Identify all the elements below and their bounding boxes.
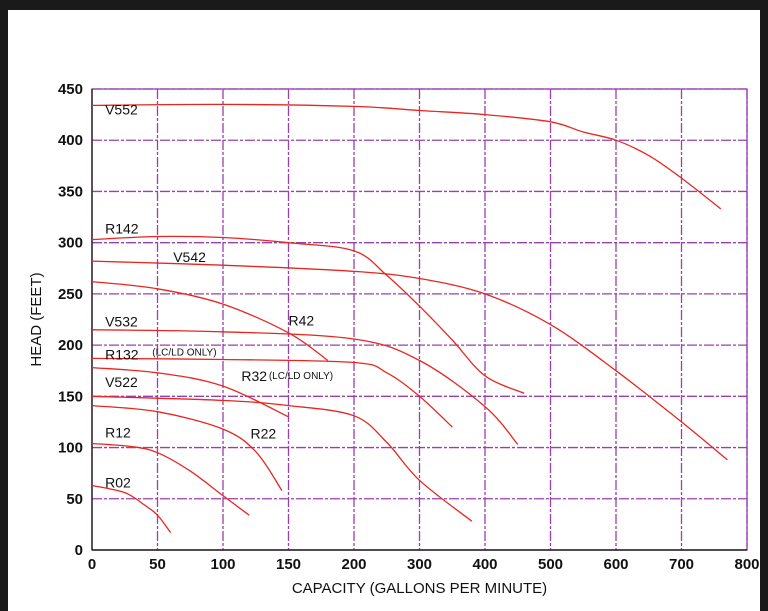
y-tick-label: 450: [58, 81, 83, 98]
y-tick-label: 100: [58, 440, 83, 457]
curve-r42: [91, 280, 329, 362]
y-tick-label: 400: [58, 132, 83, 149]
x-axis-title: CAPACITY (GALLONS PER MINUTE): [292, 580, 547, 597]
curve-v522: [91, 395, 473, 522]
chart-canvas: V552 R142 V542 R42 V532 R132 (LC/LD ONLY) R32 (L…: [8, 10, 760, 611]
x-tick-label: 800: [734, 556, 759, 573]
y-tick-label: 250: [58, 286, 83, 303]
y-tick-labels: 0 50 100 150 200 250 300 350 400 450: [58, 81, 83, 559]
curve-note-label: (LC/LD ONLY): [269, 371, 333, 382]
x-tick-labels: 0 50 100 150 200 300 400 500 600 700 800: [88, 556, 760, 573]
x-tick-label: 700: [669, 556, 694, 573]
x-tick-label: 0: [88, 556, 96, 573]
y-axis-title: HEAD (FEET): [28, 272, 45, 366]
x-tick-label: 300: [407, 556, 432, 573]
curve-name-label: R12: [105, 424, 131, 440]
curve-r02: [91, 484, 172, 533]
grid-lines: [92, 88, 748, 550]
plot-frame: [91, 88, 748, 551]
y-tick-label: 200: [58, 337, 83, 354]
curve-group: [91, 103, 728, 533]
x-tick-label: 500: [538, 556, 563, 573]
y-tick-label: 50: [66, 491, 83, 508]
curve-r12: [91, 442, 250, 516]
y-tick-label: 0: [75, 542, 83, 559]
curve-r132: [91, 357, 453, 428]
curve-name-label: R132: [105, 346, 139, 362]
x-tick-label: 400: [472, 556, 497, 573]
y-tick-label: 350: [58, 183, 83, 200]
curve-v552: [91, 103, 722, 210]
curve-name-label: R02: [105, 475, 131, 491]
curve-note-label: (LC/LD ONLY): [152, 347, 216, 358]
curve-name-label: V552: [105, 102, 138, 118]
curve-name-label: R42: [289, 313, 315, 329]
x-tick-label: 600: [603, 556, 628, 573]
x-tick-label: 200: [341, 556, 366, 573]
x-tick-label: 150: [276, 556, 301, 573]
x-tick-label: 100: [210, 556, 235, 573]
y-tick-label: 150: [58, 388, 83, 405]
curve-name-label: R22: [251, 425, 277, 441]
curve-name-label: V522: [105, 374, 138, 390]
curve-name-label: R32: [241, 368, 267, 384]
x-tick-label: 50: [149, 556, 166, 573]
curve-v532: [91, 329, 519, 445]
curve-name-label: V532: [105, 314, 138, 330]
curve-r142: [91, 235, 525, 394]
curve-name-label: R142: [105, 220, 139, 236]
curve-name-label: V542: [173, 249, 206, 265]
y-tick-label: 300: [58, 235, 83, 252]
curve-r22: [91, 404, 283, 491]
curve-v542: [91, 260, 728, 461]
